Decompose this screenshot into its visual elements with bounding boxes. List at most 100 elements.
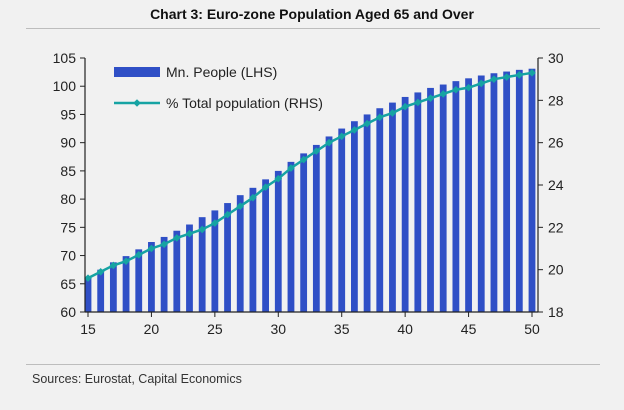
x-tick-label: 25 — [207, 321, 223, 337]
line-point — [375, 113, 384, 122]
line-point — [109, 261, 118, 270]
y-tick-label-left: 95 — [60, 106, 76, 122]
source-note: Sources: Eurostat, Capital Economics — [32, 372, 242, 386]
bar — [439, 84, 447, 312]
y-tick-label-left: 90 — [60, 135, 76, 151]
line-point — [464, 83, 473, 92]
bar — [351, 121, 358, 313]
bar — [465, 78, 472, 312]
line-point — [147, 244, 156, 253]
y-tick-label-left: 105 — [53, 50, 77, 66]
bar — [287, 161, 295, 312]
line-point — [274, 174, 283, 183]
bar — [338, 128, 346, 312]
bar — [452, 81, 460, 313]
bar-series — [84, 68, 536, 313]
bar — [122, 256, 130, 312]
line-point — [173, 234, 181, 242]
line-point — [528, 69, 536, 77]
bar — [148, 242, 155, 312]
bar — [211, 210, 219, 312]
bar — [312, 144, 320, 312]
y-tick-label-right: 18 — [548, 304, 564, 320]
y-tick-label-right: 20 — [548, 262, 564, 278]
line-point — [452, 85, 460, 94]
line-point — [350, 126, 359, 134]
x-tick-label: 50 — [524, 321, 540, 337]
line-point — [134, 251, 143, 259]
line-point — [160, 240, 168, 249]
bar — [477, 75, 485, 313]
bar — [262, 179, 269, 312]
x-tick-label: 45 — [461, 321, 477, 337]
legend: Mn. People (LHS) % Total population (RHS… — [114, 64, 323, 111]
bar — [363, 114, 371, 312]
bar — [300, 153, 308, 312]
legend-bar-swatch — [114, 67, 160, 77]
bar — [84, 277, 92, 312]
line-point — [211, 219, 219, 227]
bar — [198, 217, 206, 312]
x-tick-label: 30 — [270, 321, 286, 337]
y-tick-label-right: 22 — [548, 219, 564, 235]
bar — [528, 68, 536, 312]
bar — [160, 236, 168, 312]
chart-title: Chart 3: Euro-zone Population Aged 65 an… — [150, 6, 474, 22]
line-point — [414, 98, 422, 107]
y-tick-label-right: 26 — [548, 135, 564, 151]
bottom-divider — [26, 364, 600, 365]
line-point — [96, 267, 105, 276]
bar — [236, 195, 244, 312]
line-point — [261, 183, 270, 191]
y-tick-label-left: 100 — [53, 78, 77, 94]
line-point — [439, 90, 447, 98]
line-point — [84, 274, 92, 282]
bar — [503, 71, 511, 313]
y-tick-label-right: 30 — [548, 50, 564, 66]
line-point — [287, 164, 295, 172]
line-point — [490, 75, 498, 83]
bar — [515, 69, 523, 312]
x-tick-label: 20 — [144, 321, 160, 337]
top-divider — [26, 28, 600, 29]
x-tick-label: 40 — [397, 321, 413, 337]
line-point — [388, 109, 397, 117]
line-point — [236, 202, 245, 210]
line-point — [426, 94, 435, 103]
line-point — [185, 229, 194, 238]
line-point — [401, 102, 409, 111]
y-tick-label-left: 70 — [60, 248, 76, 264]
bar — [414, 92, 422, 312]
bar — [427, 87, 434, 312]
legend-bar-label: Mn. People (LHS) — [166, 64, 277, 80]
bar — [274, 170, 282, 312]
y-tick-label-left: 85 — [60, 163, 76, 179]
axes: 60 65 70 75 80 85 90 95 100 105 18 20 22 24 26 28 30 15 20… — [53, 50, 564, 337]
line-point — [223, 210, 232, 219]
bar — [249, 187, 257, 312]
bar — [325, 136, 333, 312]
bar — [186, 224, 193, 312]
line-point — [325, 138, 333, 147]
line-point — [515, 71, 524, 79]
bar — [389, 102, 396, 312]
bar — [135, 249, 143, 312]
line-point — [249, 193, 257, 202]
y-tick-label-left: 80 — [60, 191, 76, 207]
y-tick-label-left: 65 — [60, 276, 76, 292]
line-point — [502, 73, 511, 81]
bar — [109, 262, 117, 312]
y-tick-label-left: 75 — [60, 219, 76, 235]
line-point — [299, 155, 308, 164]
bar — [173, 230, 181, 312]
bar — [376, 108, 384, 312]
y-tick-label-right: 28 — [548, 92, 564, 108]
x-tick-label: 35 — [334, 321, 350, 337]
bar — [490, 73, 498, 313]
legend-line-marker — [133, 99, 141, 107]
y-tick-label-right: 24 — [548, 177, 564, 193]
line-markers — [84, 69, 536, 282]
line-point — [198, 225, 206, 234]
bar — [401, 96, 409, 313]
legend-line-label: % Total population (RHS) — [166, 95, 323, 111]
